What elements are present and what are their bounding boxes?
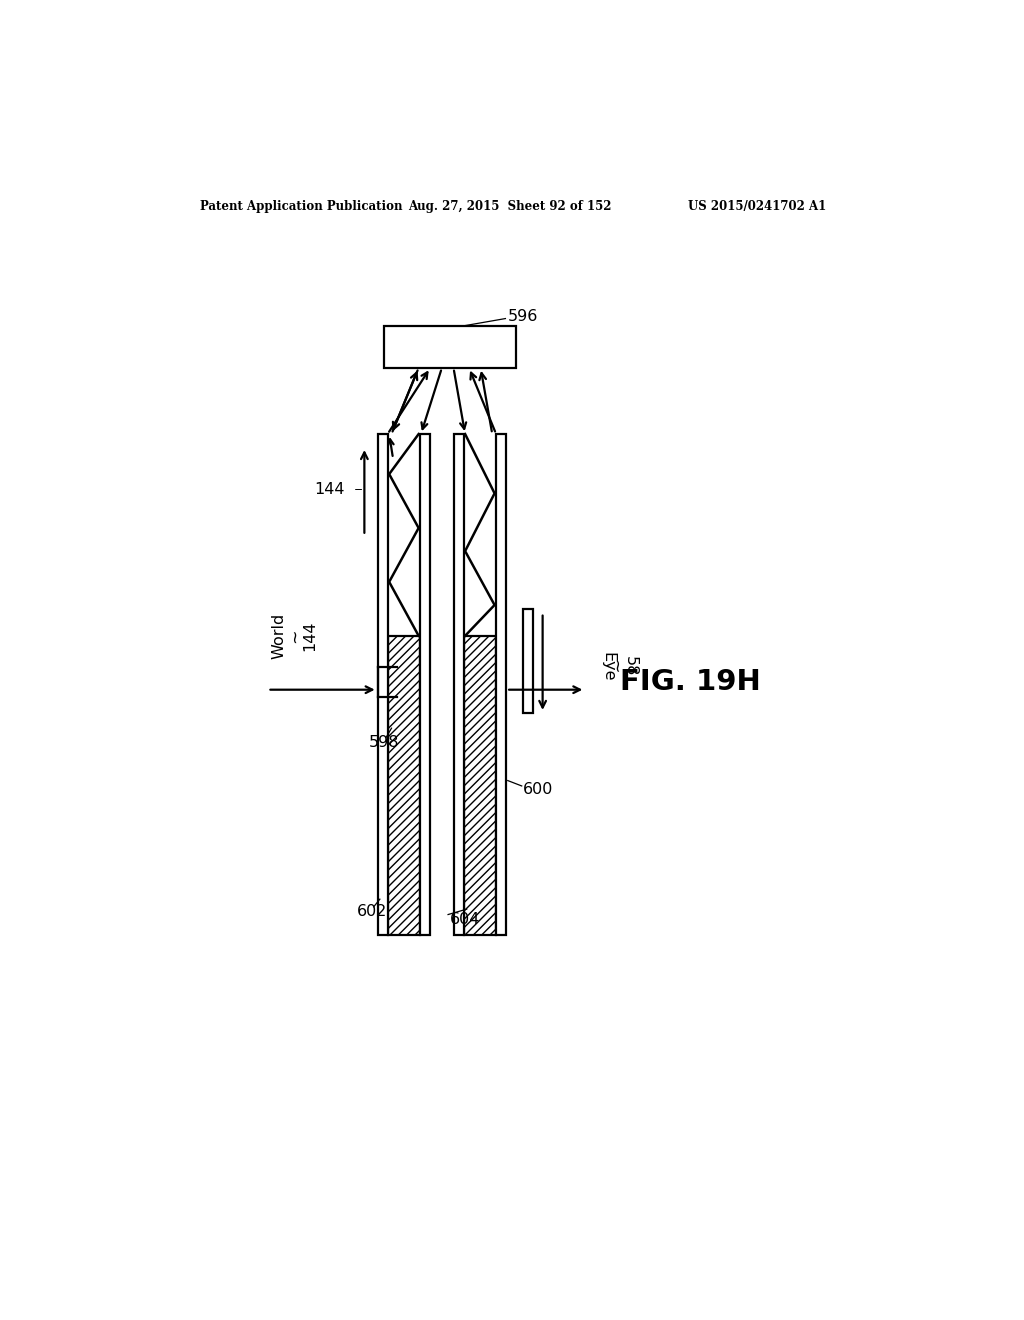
Bar	[523, 609, 534, 713]
Text: Eye: Eye	[601, 652, 615, 681]
Text: 598: 598	[369, 734, 398, 750]
Text: 144: 144	[314, 482, 345, 498]
Bar	[420, 434, 430, 935]
Text: FIG. 19H: FIG. 19H	[621, 668, 761, 696]
Text: 600: 600	[523, 783, 554, 797]
Text: Patent Application Publication: Patent Application Publication	[200, 199, 402, 213]
Text: 596: 596	[508, 309, 539, 323]
Text: 604: 604	[450, 912, 480, 927]
Text: ~: ~	[606, 659, 624, 675]
Text: 58: 58	[623, 656, 638, 677]
Text: US 2015/0241702 A1: US 2015/0241702 A1	[688, 199, 826, 213]
Text: Aug. 27, 2015  Sheet 92 of 152: Aug. 27, 2015 Sheet 92 of 152	[409, 199, 612, 213]
Bar	[496, 434, 506, 935]
Bar	[464, 636, 496, 935]
Text: 602: 602	[356, 904, 387, 919]
Text: 144: 144	[303, 620, 317, 651]
Bar	[378, 434, 388, 935]
Bar	[388, 636, 420, 935]
Bar	[464, 434, 496, 636]
Bar	[388, 434, 420, 636]
Text: ~: ~	[286, 628, 304, 643]
Text: World: World	[271, 612, 287, 659]
Bar	[384, 326, 515, 368]
Bar	[454, 434, 464, 935]
